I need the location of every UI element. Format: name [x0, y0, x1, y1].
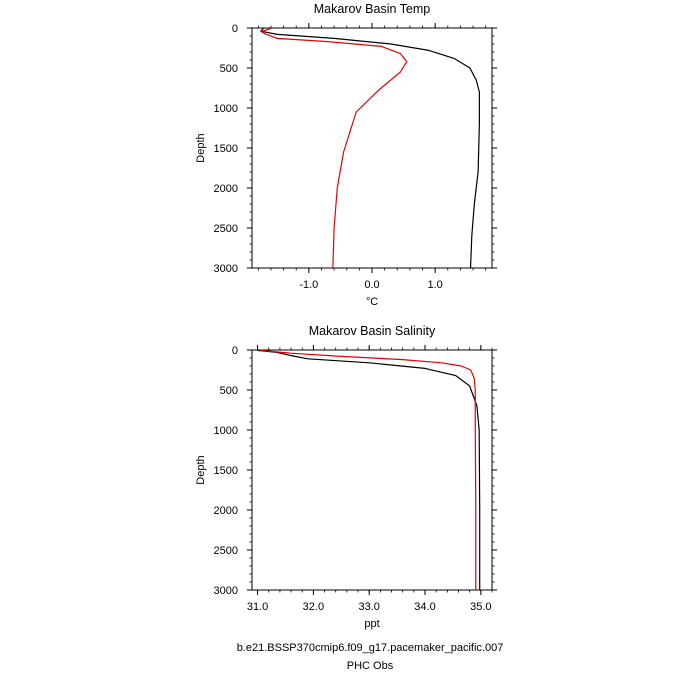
y-tick-label: 3000 — [214, 263, 238, 275]
series-line-obs — [260, 349, 477, 590]
y-tick-label: 0 — [232, 23, 238, 35]
y-tick-label: 1500 — [214, 465, 238, 477]
y-tick-label: 3000 — [214, 585, 238, 597]
x-tick-label: 34.0 — [414, 601, 435, 613]
y-tick-label: 1000 — [214, 103, 238, 115]
y-tick-label: 500 — [220, 63, 238, 75]
temperature-panel: Makarov Basin Temp -1.0 0.0 1.0 0 500 1000 1500… — [195, 2, 497, 308]
y-tick-label: 2000 — [214, 505, 238, 517]
plot-frame — [251, 349, 493, 591]
x-axis-label: ppt — [364, 618, 379, 630]
legend-entry-obs: PHC Obs — [347, 660, 394, 672]
plot-frame — [251, 27, 493, 269]
y-tick-label: 500 — [220, 385, 238, 397]
x-tick-label: 33.0 — [358, 601, 379, 613]
x-tick-label: 35.0 — [470, 601, 491, 613]
y-tick-label: 1500 — [214, 143, 238, 155]
salinity-panel: Makarov Basin Salinity 31.0 32.0 33.0 34.0 35… — [195, 324, 497, 630]
x-tick-label: 32.0 — [303, 601, 324, 613]
x-tick-label: 31.0 — [247, 601, 268, 613]
x-tick-label: 0.0 — [364, 279, 379, 291]
chart-title: Makarov Basin Temp — [314, 2, 431, 16]
y-tick-label: 1000 — [214, 425, 238, 437]
x-tick-label: 1.0 — [428, 279, 443, 291]
x-axis-label: °C — [366, 296, 378, 308]
y-axis-label: Depth — [195, 455, 207, 484]
legend: b.e21.BSSP370cmip6.f09_g17.pacemaker_pac… — [237, 642, 504, 672]
legend-entry-model: b.e21.BSSP370cmip6.f09_g17.pacemaker_pac… — [237, 642, 504, 654]
x-tick-label: -1.0 — [299, 279, 318, 291]
y-tick-label: 0 — [232, 345, 238, 357]
series-line-model — [257, 349, 481, 590]
y-tick-label: 2000 — [214, 183, 238, 195]
series-line-obs — [260, 27, 408, 269]
y-tick-label: 2500 — [214, 545, 238, 557]
y-tick-label: 2500 — [214, 223, 238, 235]
series-line-model — [260, 27, 480, 269]
y-axis-label: Depth — [195, 133, 207, 162]
chart-title: Makarov Basin Salinity — [309, 324, 436, 338]
